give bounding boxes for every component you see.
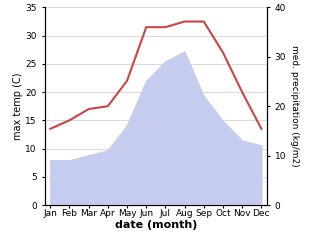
X-axis label: date (month): date (month) xyxy=(114,220,197,229)
Y-axis label: med. precipitation (kg/m2): med. precipitation (kg/m2) xyxy=(290,45,300,167)
Y-axis label: max temp (C): max temp (C) xyxy=(13,72,23,140)
